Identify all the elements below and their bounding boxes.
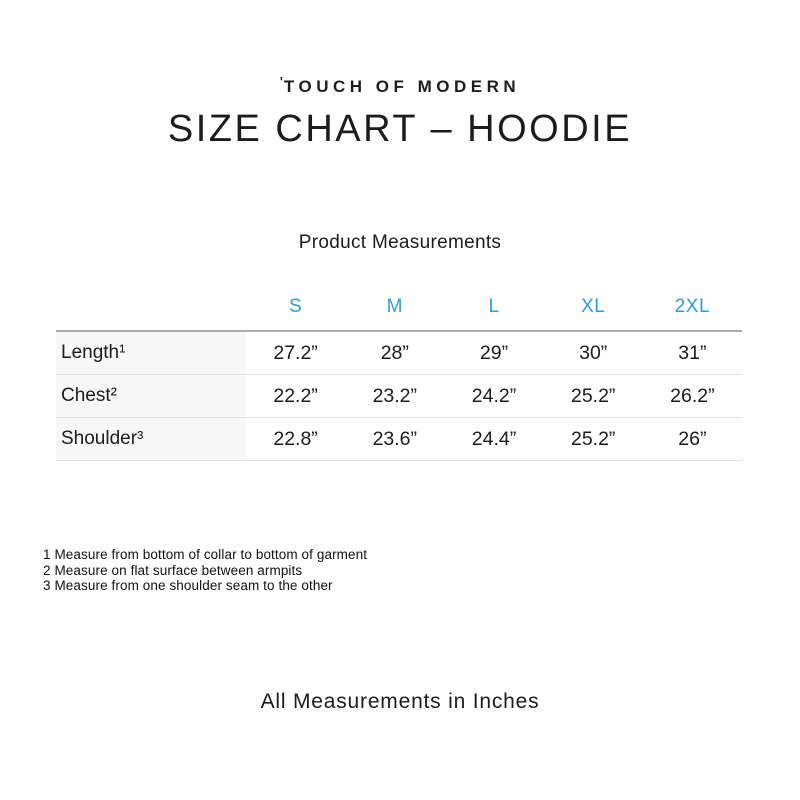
- cell-length-l: 29”: [479, 341, 509, 364]
- column-header-s: S: [289, 296, 303, 317]
- brand-logo: 'TOUCH OF MODERN: [0, 74, 800, 97]
- table-header-row: S M L XL 2XL: [56, 284, 742, 330]
- row-label-length: Length¹: [56, 332, 246, 374]
- footnotes: 1 Measure from bottom of collar to botto…: [43, 547, 367, 594]
- footer-note: All Measurements in Inches: [260, 690, 540, 713]
- table-row-chest: Chest² 22.2” 23.2” 24.2” 25.2” 26.2”: [56, 375, 742, 418]
- table-row-shoulder: Shoulder³ 22.8” 23.6” 24.4” 25.2” 26”: [56, 418, 742, 461]
- brand-name: TOUCH OF MODERN: [283, 77, 521, 96]
- logo-tick-mark: ': [279, 74, 283, 89]
- footnote-2: 2 Measure on flat surface between armpit…: [43, 562, 303, 578]
- column-header-m: M: [386, 296, 403, 317]
- cell-shoulder-l: 24.4”: [471, 427, 517, 450]
- column-header-2xl: 2XL: [674, 296, 711, 317]
- cell-chest-2xl: 26.2”: [670, 384, 715, 407]
- cell-length-2xl: 31”: [678, 341, 707, 364]
- table-body: Length¹ 27.2” 28” 29” 30” 31” Chest² 22.…: [56, 330, 742, 461]
- column-header-xl: XL: [581, 296, 606, 317]
- cell-shoulder-2xl: 26”: [678, 427, 707, 450]
- column-header-l: L: [488, 296, 500, 317]
- footnote-3: 3 Measure from one shoulder seam to the …: [43, 578, 333, 593]
- row-label-chest: Chest²: [56, 375, 246, 417]
- cell-length-s: 27.2”: [273, 341, 318, 364]
- cell-chest-m: 23.2”: [372, 384, 418, 407]
- row-label-shoulder: Shoulder³: [56, 418, 246, 460]
- cell-shoulder-s: 22.8”: [273, 427, 318, 450]
- table-row-length: Length¹ 27.2” 28” 29” 30” 31”: [56, 332, 742, 375]
- size-table: S M L XL 2XL Length¹ 27.2” 28” 29” 30” 3…: [56, 284, 742, 461]
- footnote-1: 1 Measure from bottom of collar to botto…: [43, 547, 368, 562]
- cell-shoulder-xl: 25.2”: [570, 427, 616, 450]
- cell-shoulder-m: 23.6”: [372, 427, 418, 450]
- cell-chest-s: 22.2”: [273, 384, 318, 407]
- cell-length-xl: 30”: [579, 341, 608, 364]
- cell-chest-xl: 25.2”: [570, 384, 616, 407]
- section-title: Product Measurements: [298, 232, 502, 253]
- cell-chest-l: 24.2”: [471, 384, 517, 407]
- cell-length-m: 28”: [380, 341, 409, 364]
- page-title: SIZE CHART – HOODIE: [167, 108, 633, 150]
